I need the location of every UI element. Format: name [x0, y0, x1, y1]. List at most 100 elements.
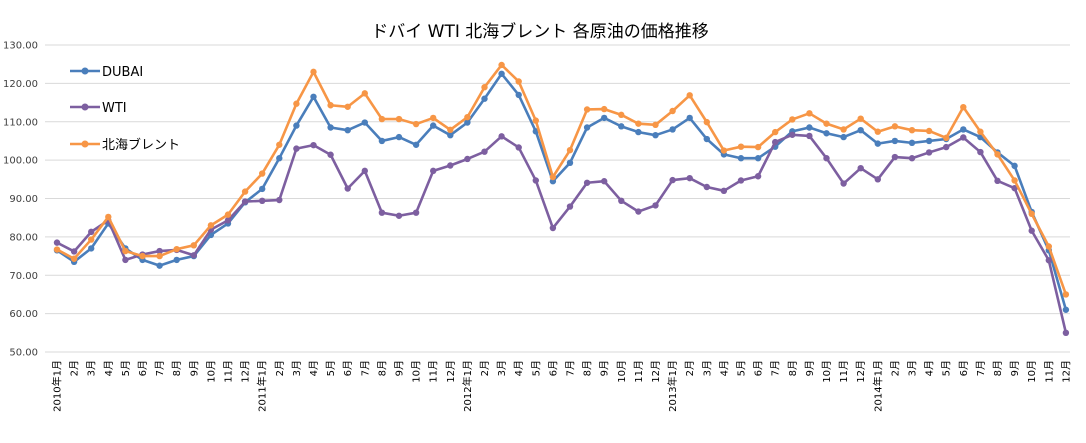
data-point [908, 155, 916, 162]
data-point [70, 248, 78, 255]
x-tick: 7月 [359, 360, 371, 376]
data-point [1062, 306, 1070, 313]
x-tick: 6月 [753, 360, 765, 376]
y-tick-label: 130.00 [3, 41, 38, 52]
x-tick: 5月 [325, 360, 337, 376]
data-point [310, 141, 317, 149]
x-tick-label: 5月 [120, 360, 132, 376]
legend-label: 北海ブレント [102, 137, 180, 153]
data-point [276, 141, 283, 148]
data-point [583, 124, 591, 131]
legend-item: 北海ブレント [70, 137, 180, 153]
x-tick: 6月 [342, 360, 354, 376]
x-tick-label: 10月 [821, 360, 833, 383]
data-point [139, 252, 146, 260]
x-tick-label: 10月 [411, 360, 423, 383]
data-point [891, 153, 899, 161]
y-tick-label: 60.00 [9, 309, 38, 320]
x-tick: 9月 [599, 360, 611, 376]
data-point [943, 134, 950, 142]
data-point [481, 95, 488, 102]
x-tick: 10月 [1026, 360, 1038, 383]
data-point [293, 145, 300, 152]
data-point [549, 224, 557, 232]
data-point [327, 151, 334, 158]
data-point [1045, 257, 1053, 264]
data-point [498, 70, 505, 77]
data-point [361, 90, 368, 97]
x-tick-label: 11月 [838, 360, 850, 383]
x-tick-label: 3月 [86, 360, 98, 376]
data-point [173, 245, 180, 253]
data-point [618, 111, 625, 119]
data-point [310, 93, 317, 101]
x-tick: 2月 [69, 360, 81, 376]
x-tick-label: 2月 [479, 360, 491, 376]
x-tick: 10月 [205, 360, 217, 383]
x-tick: 6月 [547, 360, 559, 376]
legend-label: WTI [102, 101, 127, 116]
data-point [88, 236, 95, 243]
data-point [481, 148, 488, 155]
y-tick-label: 110.00 [3, 117, 38, 128]
data-point [874, 140, 881, 147]
data-point [1028, 227, 1035, 234]
data-point [669, 176, 676, 184]
x-tick: 7月 [154, 360, 166, 376]
x-tick-label: 5月 [530, 360, 542, 376]
data-point [891, 123, 899, 130]
y-tick-label: 50.00 [9, 348, 38, 359]
data-point [583, 179, 591, 186]
data-point [88, 228, 95, 236]
x-tick: 2013年1月 [666, 360, 679, 412]
data-point [515, 144, 522, 151]
x-tick-label: 10月 [616, 360, 628, 383]
x-tick: 10月 [411, 360, 423, 383]
legend-marker [81, 140, 89, 148]
data-point [430, 114, 437, 122]
data-point [601, 114, 608, 122]
data-point [806, 110, 813, 117]
data-point [891, 137, 899, 145]
data-point [515, 91, 522, 99]
y-tick-label: 80.00 [9, 232, 38, 243]
data-point [1011, 162, 1018, 170]
x-tick: 6月 [958, 360, 970, 376]
y-tick-label: 120.00 [3, 79, 38, 90]
data-point [703, 135, 710, 143]
x-tick: 4月 [924, 360, 936, 376]
data-point [840, 126, 847, 133]
x-tick-label: 2014年1月 [871, 360, 884, 412]
x-tick-label: 9月 [1009, 360, 1021, 376]
x-axis-ticks: 2010年1月 2月 3月 4月 5月 6月 7月 8月 9月 10月 11月 12月 2011年1月 2… [51, 360, 1073, 412]
x-tick: 3月 [496, 360, 508, 376]
data-point [430, 167, 437, 175]
legend: DUBAI WTI 北海ブレント [70, 65, 180, 153]
x-tick-label: 7月 [975, 360, 987, 376]
x-tick: 12月 [240, 360, 252, 383]
x-tick: 10月 [821, 360, 833, 383]
data-point [430, 122, 437, 129]
x-tick: 8月 [171, 360, 183, 376]
x-tick: 7月 [770, 360, 782, 376]
data-point [857, 126, 864, 134]
x-tick-label: 5月 [941, 360, 953, 376]
x-tick: 11月 [223, 360, 235, 383]
x-tick-label: 2010年1月 [51, 360, 64, 412]
x-tick: 4月 [718, 360, 730, 376]
chart-title: ドバイ WTI 北海ブレント 各原油の価格推移 [371, 21, 708, 42]
data-point [190, 252, 197, 259]
data-point [703, 183, 710, 191]
data-point [447, 131, 454, 139]
x-tick-label: 4月 [718, 360, 730, 376]
data-point [566, 146, 574, 154]
data-point [259, 197, 266, 205]
x-tick-label: 12月 [650, 360, 662, 383]
data-point [53, 239, 61, 246]
x-tick-label: 3月 [701, 360, 713, 376]
data-point [754, 143, 762, 151]
x-tick-label: 3月 [907, 360, 919, 376]
legend-item: DUBAI [70, 65, 143, 80]
x-tick: 3月 [907, 360, 919, 376]
data-point [823, 120, 830, 127]
